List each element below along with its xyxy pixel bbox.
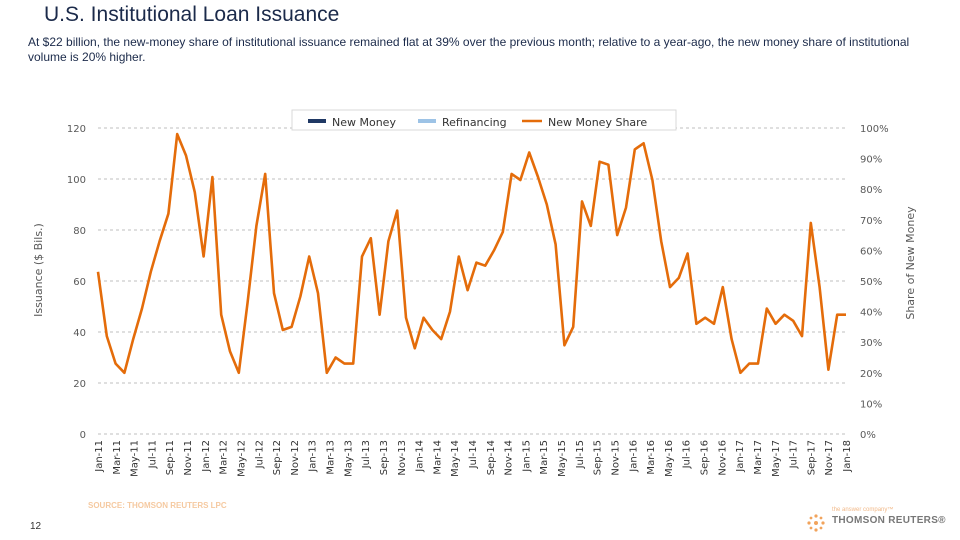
x-tick-label: Jan-14 (415, 440, 426, 473)
x-tick-label: May-12 (236, 440, 247, 477)
x-tick-label: May-16 (664, 440, 675, 477)
x-tick-label: Nov-12 (290, 440, 301, 476)
page-number: 12 (30, 521, 42, 532)
x-tick-label: Sep-16 (700, 440, 711, 475)
y2-tick-label: 0% (860, 430, 876, 441)
brand-logo-icon (807, 514, 825, 532)
x-tick-label: Jan-17 (735, 440, 746, 473)
legend-swatch-new-money (308, 119, 326, 123)
x-tick-label: Sep-13 (379, 440, 390, 475)
y2-tick-label: 40% (860, 308, 882, 319)
x-tick-label: Nov-13 (397, 440, 408, 476)
x-tick-label: Mar-14 (432, 440, 443, 475)
x-tick-label: Nov-11 (183, 440, 194, 476)
x-tick-label: May-14 (450, 440, 461, 477)
x-tick-label: Sep-15 (593, 440, 604, 475)
legend-label-share: New Money Share (548, 116, 647, 129)
x-tick-label: Sep-14 (486, 440, 497, 475)
y2-tick-label: 80% (860, 185, 882, 196)
x-tick-label: Sep-11 (165, 440, 176, 475)
x-tick-label: Jul-14 (468, 440, 479, 469)
x-tick-label: Mar-15 (539, 440, 550, 475)
y2-tick-label: 70% (860, 216, 882, 227)
brand-tagline: the answer company™ (832, 507, 894, 513)
x-tick-label: Mar-13 (326, 440, 337, 475)
y2-tick-label: 100% (860, 124, 889, 135)
x-tick-label: Jul-11 (147, 440, 158, 469)
x-tick-label: Mar-16 (646, 440, 657, 475)
legend-label-new-money: New Money (332, 116, 396, 129)
x-tick-label: May-13 (343, 440, 354, 477)
y-tick-label: 120 (67, 124, 86, 135)
x-tick-label: Nov-16 (717, 440, 728, 476)
grid-lines (98, 127, 846, 435)
x-axis-ticks: Jan-11 Mar-11 May-11 Jul-11 Sep-11 Nov-11 Jan-… (94, 440, 853, 477)
x-tick-label: Jan-12 (201, 440, 212, 473)
x-tick-label: Nov-15 (610, 440, 621, 476)
series-line-new-money-share (96, 132, 846, 375)
page-title: U.S. Institutional Loan Issuance (44, 3, 340, 26)
x-tick-label: Jan-13 (308, 440, 319, 473)
y2-tick-label: 60% (860, 246, 882, 257)
x-tick-label: Jul-12 (254, 440, 265, 469)
x-tick-label: Jan-18 (842, 440, 853, 473)
brand-name: THOMSON REUTERS® (832, 515, 946, 526)
x-tick-label: Jul-13 (361, 440, 372, 469)
x-tick-label: Mar-11 (112, 440, 123, 475)
legend-swatch-refinancing (418, 119, 436, 123)
x-tick-label: May-17 (771, 440, 782, 477)
y-tick-label: 40 (73, 328, 86, 339)
x-tick-label: Nov-14 (504, 440, 515, 476)
x-tick-label: May-15 (557, 440, 568, 477)
x-tick-label: Jan-15 (521, 440, 532, 473)
x-tick-label: Jan-11 (94, 440, 105, 473)
right-axis-ticks: 0% 10% 20% 30% 40% 50% 60% 70% 80% 90% 100% (860, 124, 889, 441)
x-tick-label: Sep-12 (272, 440, 283, 475)
y-tick-label: 80 (73, 226, 86, 237)
x-tick-label: Jul-15 (575, 440, 586, 469)
series-layer (96, 132, 846, 375)
x-tick-label: Mar-12 (219, 440, 230, 475)
y-tick-label: 20 (73, 379, 86, 390)
y-tick-label: 0 (80, 430, 86, 441)
x-tick-label: Jan-16 (628, 440, 639, 473)
x-tick-label: Jul-17 (789, 440, 800, 469)
legend: New Money Refinancing New Money Share (291, 109, 677, 131)
x-tick-label: Nov-17 (824, 440, 835, 476)
y2-tick-label: 50% (860, 277, 882, 288)
source-note: SOURCE: THOMSON REUTERS LPC (88, 501, 227, 510)
y-tick-label: 60 (73, 277, 86, 288)
page-subtitle: At $22 billion, the new-money share of i… (28, 35, 910, 64)
y2-tick-label: 30% (860, 338, 882, 349)
legend-label-refinancing: Refinancing (442, 116, 507, 129)
y2-tick-label: 90% (860, 155, 882, 166)
y2-tick-label: 10% (860, 399, 882, 410)
legend-box (291, 109, 677, 131)
x-tick-label: May-11 (130, 440, 141, 477)
x-tick-label: Jul-16 (682, 440, 693, 469)
y2-axis-label: Share of New Money (904, 206, 917, 320)
x-tick-label: Sep-17 (806, 440, 817, 475)
y-tick-label: 100 (67, 175, 86, 186)
left-axis-ticks: 0 20 40 60 80 100 120 (67, 124, 86, 441)
y2-tick-label: 20% (860, 369, 882, 380)
x-tick-label: Mar-17 (753, 440, 764, 475)
y-axis-label: Issuance ($ Bils.) (32, 223, 45, 317)
